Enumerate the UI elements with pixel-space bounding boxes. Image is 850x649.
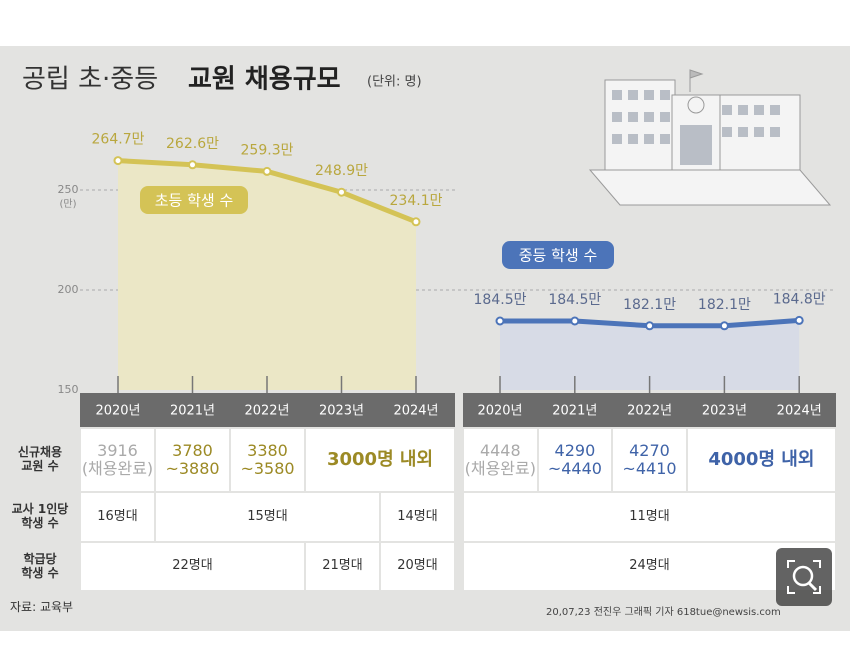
x-tick-label: 2023년	[319, 404, 364, 419]
value-label: 184.8만	[773, 291, 826, 307]
legend-box	[140, 186, 248, 214]
table-cell: 3380 ~3580	[231, 429, 304, 491]
row-header: 신규채용 교원 수	[17, 445, 63, 473]
value-label: 259.3만	[241, 142, 294, 158]
x-tick-label: 2022년	[627, 404, 672, 419]
category-bar	[80, 393, 455, 427]
value-label: 182.1만	[623, 297, 676, 313]
table-cell: 14명대	[381, 493, 454, 541]
x-tick-label: 2023년	[702, 404, 747, 419]
legend-label: 중등 학생 수	[519, 247, 598, 265]
row-header: 학급당 학생 수	[21, 551, 59, 580]
table-cell: 24명대	[464, 543, 835, 590]
point	[113, 156, 123, 166]
windows	[612, 90, 780, 165]
y-tick-label: 250	[58, 183, 79, 196]
table-cell: 3000명 내외	[306, 429, 454, 491]
category-bar	[463, 393, 836, 427]
table-cell: 4000명 내외	[687, 429, 835, 491]
value-label: 184.5만	[548, 292, 601, 308]
value-label: 264.7만	[92, 132, 145, 148]
point	[262, 166, 272, 176]
point	[411, 217, 421, 227]
area	[500, 320, 800, 390]
value-label: 184.5만	[474, 292, 527, 308]
table-cell: 4270 ~4410	[613, 429, 686, 491]
table-cell: 3916 (채용완료)	[81, 429, 154, 491]
point	[495, 316, 505, 326]
y-tick-label: 200	[58, 283, 79, 296]
table-cell: 21명대	[306, 543, 379, 590]
value-label: 248.9만	[315, 163, 368, 179]
area	[118, 160, 416, 390]
point	[645, 321, 655, 331]
zoom-button[interactable]	[776, 548, 832, 606]
table-cell: 22명대	[81, 543, 304, 590]
x-tick-label: 2021년	[552, 404, 597, 419]
x-tick-label: 2024년	[777, 404, 822, 419]
credit: 20,07,23 전진우 그래픽 기자 618tue@newsis.com	[546, 607, 781, 619]
point	[719, 321, 729, 331]
row-header: 교사 1인당 학생 수	[11, 502, 69, 530]
unit: (단위: 명)	[367, 75, 422, 90]
table-cell: 4290 ~4440	[538, 429, 612, 491]
zoom-icon	[787, 560, 821, 594]
x-tick-label: 2020년	[95, 404, 140, 419]
y-unit: (만)	[59, 198, 76, 210]
value-label: 234.1만	[390, 193, 443, 209]
title: 공립 초·중등	[22, 65, 158, 95]
point	[794, 315, 804, 325]
table-cell: 20명대	[381, 543, 454, 590]
point	[337, 187, 346, 197]
value-label: 182.1만	[698, 297, 751, 313]
table-cell: 16명대	[81, 493, 154, 541]
legend-label: 초등 학생 수	[155, 192, 234, 210]
table-cell: 3780 ~3880	[156, 429, 229, 491]
x-tick-label: 2024년	[393, 404, 438, 419]
x-tick-label: 2020년	[477, 404, 522, 419]
x-tick-label: 2021년	[170, 404, 215, 419]
x-tick-label: 2022년	[244, 404, 289, 419]
point	[188, 160, 197, 170]
title-bold: 교원 채용규모	[188, 65, 341, 95]
table-cell: 4448 (채용완료)	[464, 429, 537, 491]
legend-box	[502, 241, 614, 269]
table-cell: 11명대	[464, 493, 835, 541]
source: 자료: 교육부	[10, 600, 74, 615]
y-tick-label: 150	[58, 383, 79, 396]
point	[570, 316, 580, 326]
value-label: 262.6만	[166, 136, 219, 152]
table-cell: 15명대	[156, 493, 379, 541]
